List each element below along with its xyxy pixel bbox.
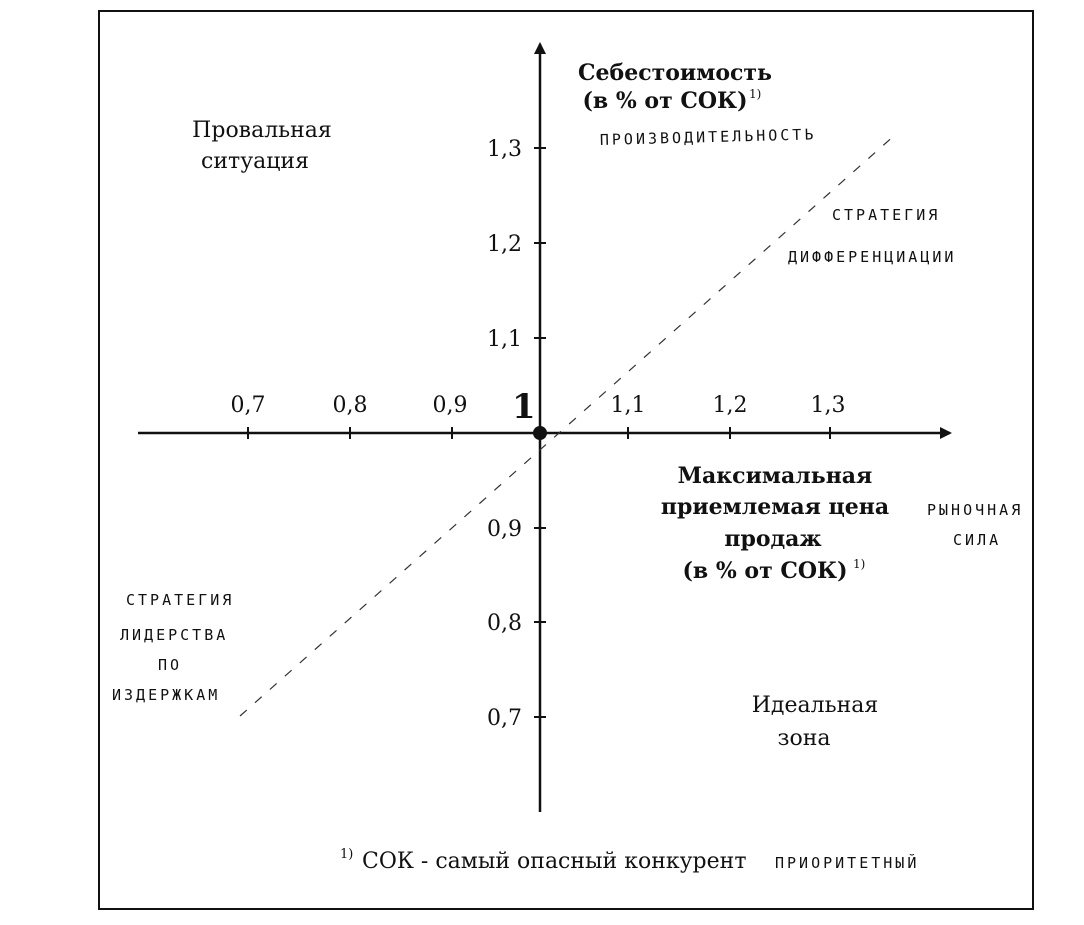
- y-tick-label: 0,9: [487, 517, 522, 542]
- handwritten-note: ПО: [158, 656, 182, 674]
- x-tick-label: 0,7: [231, 393, 266, 418]
- handwritten-note: ИЗДЕРЖКАМ: [112, 686, 220, 704]
- y-tick-label: 0,7: [487, 706, 522, 731]
- quadrant-label-failure: ситуация: [201, 149, 309, 174]
- footnote-text: СОК - самый опасный конкурент: [362, 849, 747, 874]
- x-tick-label: 1,1: [611, 393, 646, 418]
- x-tick-marks: [247, 427, 831, 439]
- handwritten-note: РЫНОЧНАЯ: [927, 501, 1023, 519]
- y-axis-title: Себестоимость: [578, 60, 772, 86]
- handwritten-note: ПРИОРИТЕТНЫЙ: [775, 853, 919, 872]
- x-tick-label: 1,3: [811, 393, 846, 418]
- origin-label: 1: [512, 387, 536, 427]
- handwritten-note: ПРОИЗВОДИТЕЛЬНОСТЬ: [600, 125, 817, 149]
- x-axis-title: Максимальная: [678, 463, 873, 489]
- x-tick-label: 1,2: [713, 393, 748, 418]
- x-axis-title: приемлемая цена: [661, 494, 889, 520]
- x-tick-label: 0,8: [333, 393, 368, 418]
- quadrant-label-ideal: зона: [777, 726, 830, 751]
- y-axis-title-footnote-mark: 1): [749, 87, 761, 101]
- footnote-mark: 1): [340, 847, 353, 862]
- y-tick-label: 0,8: [487, 611, 522, 636]
- handwritten-note: СТРАТЕГИЯ: [832, 206, 940, 224]
- diagram-frame: [98, 10, 1034, 910]
- x-axis-title: (в % от СОК): [683, 558, 848, 584]
- y-tick-label: 1,2: [487, 232, 522, 257]
- handwritten-note: СТРАТЕГИЯ: [126, 591, 234, 609]
- x-axis-title: продаж: [724, 526, 821, 552]
- origin-point: [533, 426, 547, 440]
- y-tick-label: 1,3: [487, 137, 522, 162]
- y-tick-label: 1,1: [487, 327, 522, 352]
- x-axis-title-footnote-mark: 1): [853, 557, 865, 571]
- handwritten-note: ЛИДЕРСТВА: [120, 626, 228, 644]
- diagonal-dashed-line: [239, 133, 897, 717]
- y-tick-marks: [534, 147, 546, 718]
- y-axis-title: (в % от СОК): [583, 88, 748, 114]
- quadrant-label-ideal: Идеальная: [752, 693, 878, 718]
- quadrant-label-failure: Провальная: [192, 118, 332, 143]
- x-tick-label: 0,9: [433, 393, 468, 418]
- handwritten-note: СИЛА: [953, 531, 1001, 549]
- handwritten-note: ДИФФЕРЕНЦИАЦИИ: [788, 248, 956, 266]
